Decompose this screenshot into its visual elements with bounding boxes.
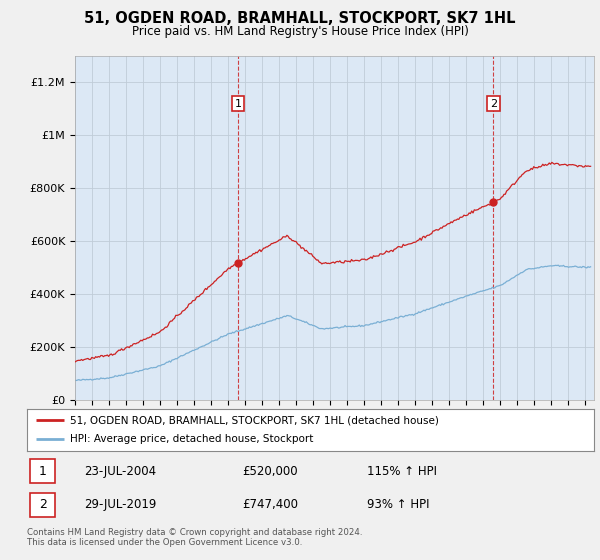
Text: Price paid vs. HM Land Registry's House Price Index (HPI): Price paid vs. HM Land Registry's House … (131, 25, 469, 38)
Text: 51, OGDEN ROAD, BRAMHALL, STOCKPORT, SK7 1HL: 51, OGDEN ROAD, BRAMHALL, STOCKPORT, SK7… (84, 11, 516, 26)
Text: HPI: Average price, detached house, Stockport: HPI: Average price, detached house, Stoc… (70, 435, 313, 445)
Text: Contains HM Land Registry data © Crown copyright and database right 2024.
This d: Contains HM Land Registry data © Crown c… (27, 528, 362, 548)
Bar (30, 459, 55, 483)
Text: 1: 1 (235, 99, 242, 109)
Text: 51, OGDEN ROAD, BRAMHALL, STOCKPORT, SK7 1HL (detached house): 51, OGDEN ROAD, BRAMHALL, STOCKPORT, SK7… (70, 415, 439, 425)
Text: 23-JUL-2004: 23-JUL-2004 (84, 465, 156, 478)
Text: 93% ↑ HPI: 93% ↑ HPI (367, 498, 430, 511)
Bar (30, 493, 55, 516)
Text: 29-JUL-2019: 29-JUL-2019 (84, 498, 156, 511)
Text: 2: 2 (38, 498, 47, 511)
Text: £520,000: £520,000 (242, 465, 298, 478)
Text: 115% ↑ HPI: 115% ↑ HPI (367, 465, 437, 478)
Text: £747,400: £747,400 (242, 498, 298, 511)
Text: 2: 2 (490, 99, 497, 109)
Text: 1: 1 (38, 465, 47, 478)
